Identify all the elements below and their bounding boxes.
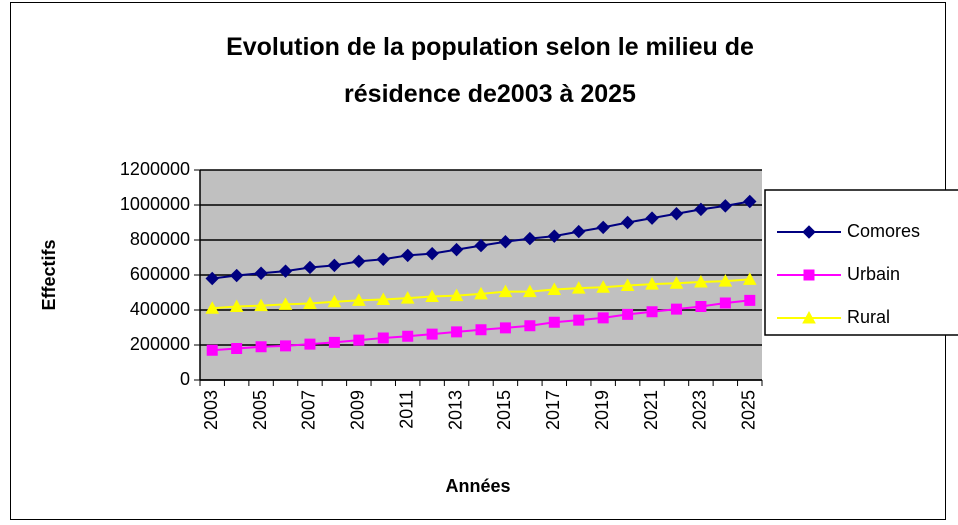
data-point: [451, 326, 463, 338]
data-point: [280, 340, 292, 352]
data-point: [278, 297, 293, 310]
x-axis-title: Années: [445, 476, 510, 496]
data-point: [229, 268, 244, 283]
data-point: [645, 277, 659, 290]
data-point: [719, 297, 731, 309]
data-point: [571, 281, 586, 294]
legend-label: Comores: [847, 221, 920, 241]
x-tick-label: 2015: [494, 390, 514, 430]
x-tick-label: 2021: [641, 390, 661, 430]
data-point: [376, 292, 391, 305]
data-point: [425, 289, 439, 303]
x-tick-label: 2025: [739, 390, 759, 430]
data-point: [744, 294, 756, 306]
data-point: [303, 296, 317, 310]
data-point: [474, 286, 488, 300]
legend-label: Rural: [847, 307, 890, 327]
legend-box: [764, 189, 958, 336]
data-point: [742, 272, 757, 285]
data-point: [718, 274, 733, 287]
data-point: [694, 274, 708, 288]
data-point: [327, 258, 342, 273]
data-point: [255, 341, 267, 353]
data-point: [352, 254, 366, 269]
data-point: [449, 242, 464, 257]
data-point: [524, 320, 536, 332]
x-tick-label: 2013: [445, 390, 465, 430]
data-point: [353, 334, 365, 346]
data-point: [718, 199, 733, 213]
chart-title: Evolution de la population selon le mili…: [226, 33, 754, 108]
legend-marker: [802, 225, 816, 239]
data-point: [670, 303, 682, 315]
legend-marker: [802, 310, 816, 324]
x-tick-label: 2023: [690, 390, 710, 430]
data-point: [547, 282, 562, 296]
data-point: [523, 284, 537, 298]
data-point: [351, 293, 366, 306]
data-point: [205, 301, 220, 314]
data-point: [596, 220, 610, 235]
data-point: [597, 312, 609, 324]
data-point: [206, 344, 218, 356]
data-point: [229, 299, 244, 312]
data-point: [548, 316, 560, 328]
data-point: [425, 246, 439, 261]
data-point: [231, 343, 243, 354]
x-tick-label: 2003: [201, 390, 221, 430]
data-point: [254, 266, 268, 280]
x-tick-label: 2011: [396, 390, 416, 429]
data-point: [377, 332, 389, 344]
data-point: [205, 271, 219, 286]
x-tick-label: 2009: [348, 390, 368, 430]
data-point: [402, 330, 414, 342]
data-point: [426, 328, 438, 340]
data-point: [622, 308, 634, 320]
data-point: [620, 278, 635, 291]
data-point: [646, 306, 658, 318]
data-point: [474, 238, 488, 253]
data-point: [645, 211, 659, 225]
legend-marker: [803, 269, 815, 281]
data-point: [328, 336, 340, 348]
y-tick-label: 200000: [130, 334, 190, 354]
data-point: [449, 288, 464, 302]
y-tick-label: 800000: [130, 229, 190, 249]
data-point: [304, 338, 316, 350]
data-point: [694, 202, 708, 217]
y-tick-label: 1000000: [120, 194, 190, 214]
data-point: [278, 264, 293, 278]
data-point: [498, 235, 513, 249]
data-point: [596, 280, 611, 293]
x-tick-label: 2019: [592, 390, 612, 430]
data-point: [573, 314, 585, 326]
x-tick-label: 2007: [299, 390, 319, 430]
data-point: [547, 229, 562, 243]
x-tick-label: 2017: [543, 390, 563, 430]
data-point: [572, 224, 586, 239]
data-point: [620, 215, 635, 230]
data-point: [498, 284, 513, 298]
y-tick-label: 400000: [130, 299, 190, 319]
data-point: [499, 322, 511, 334]
data-point: [669, 276, 684, 289]
data-point: [376, 252, 390, 266]
y-tick-label: 0: [180, 369, 190, 389]
y-tick-label: 600000: [130, 264, 190, 284]
data-point: [743, 194, 757, 209]
x-tick-label: 2005: [250, 390, 270, 430]
data-point: [400, 248, 415, 263]
legend-label: Urbain: [847, 264, 900, 284]
data-point: [695, 301, 707, 312]
data-point: [303, 260, 317, 275]
data-point: [475, 324, 487, 336]
data-point: [400, 291, 415, 304]
data-point: [669, 207, 684, 221]
data-point: [254, 298, 268, 312]
data-point: [327, 294, 342, 308]
y-axis-title: Effectifs: [39, 239, 59, 310]
data-point: [523, 231, 537, 246]
y-tick-label: 1200000: [120, 159, 190, 179]
